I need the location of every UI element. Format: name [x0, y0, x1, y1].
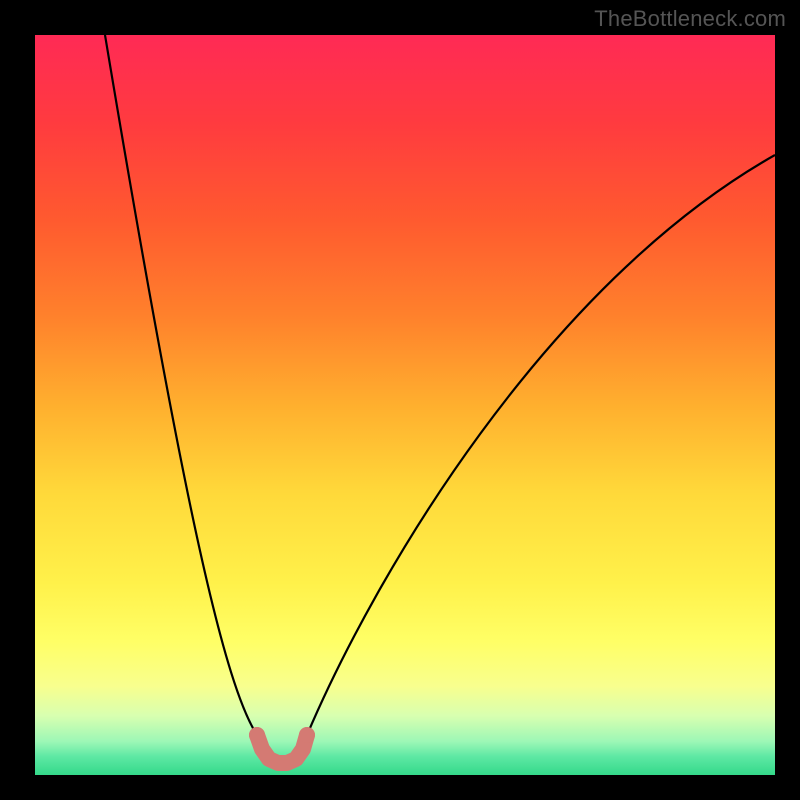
- plot-area: [35, 35, 775, 775]
- plot-svg: [35, 35, 775, 775]
- chart-container: TheBottleneck.com: [0, 0, 800, 800]
- valley-endcap-1: [299, 727, 315, 743]
- watermark-text: TheBottleneck.com: [594, 6, 786, 32]
- gradient-background: [35, 35, 775, 775]
- valley-endcap-0: [249, 727, 265, 743]
